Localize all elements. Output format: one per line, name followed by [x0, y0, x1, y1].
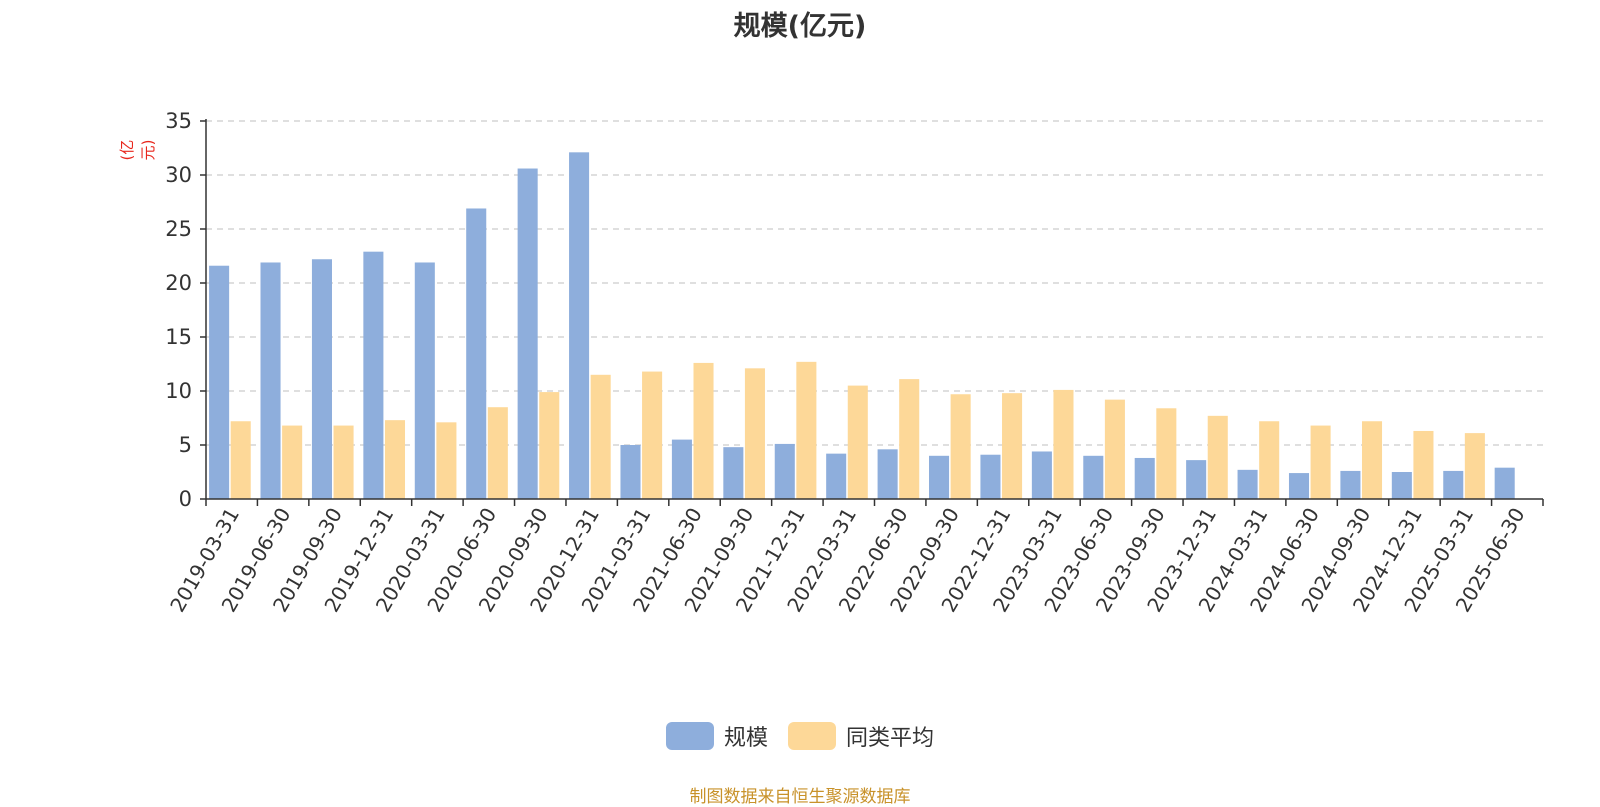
bar-scale [980, 454, 1001, 499]
bar-scale [774, 443, 795, 499]
source-note: 制图数据来自恒生聚源数据库 [689, 787, 911, 807]
y-tick-label: 30 [165, 163, 192, 187]
bar-avg [693, 362, 714, 499]
bar-avg [1002, 393, 1023, 499]
legend-swatch-avg [788, 722, 836, 750]
legend-swatch-scale [665, 722, 714, 750]
bar-avg [1207, 415, 1228, 499]
bars [209, 152, 1515, 500]
bar-avg [744, 368, 765, 499]
bar-scale [1237, 469, 1258, 499]
bar-avg [899, 379, 920, 499]
bar-scale [517, 168, 538, 499]
y-tick-label: 20 [165, 271, 192, 295]
legend: 规模 同类平均 [0, 720, 1600, 752]
legend-label-scale: 规模 [723, 726, 768, 751]
bar-scale [209, 265, 230, 499]
bar-avg [333, 425, 354, 499]
bar-scale [569, 152, 590, 499]
bar-scale [1443, 470, 1464, 499]
bar-avg [1413, 430, 1434, 499]
bar-scale [1134, 457, 1155, 499]
bar-scale [723, 447, 744, 499]
bar-scale [620, 445, 641, 499]
bar-scale [1083, 455, 1104, 499]
legend-label-avg: 同类平均 [846, 726, 935, 751]
bar-avg [1156, 408, 1177, 499]
bar-avg [642, 371, 663, 499]
bar-avg [436, 422, 457, 499]
grid-lines [206, 120, 1543, 446]
bar-scale [1288, 473, 1310, 499]
bar-avg [282, 425, 303, 499]
y-tick-label: 25 [165, 217, 192, 241]
bar-scale [929, 455, 950, 499]
y-tick-label: 10 [165, 379, 192, 403]
legend-item-avg[interactable]: 同类平均 [788, 720, 934, 752]
bar-scale [1186, 460, 1207, 499]
bar-avg [950, 394, 971, 499]
bar-avg [590, 374, 611, 499]
bar-scale [311, 259, 332, 499]
bar-avg [539, 392, 560, 499]
bar-avg [384, 420, 406, 499]
y-tick-label: 0 [179, 487, 192, 511]
bar-scale [826, 453, 847, 499]
bar-scale [877, 449, 898, 499]
bar-avg [487, 407, 508, 499]
bar-scale [363, 251, 384, 499]
bar-scale [414, 262, 435, 499]
bar-scale [1494, 467, 1515, 499]
bar-avg [847, 385, 868, 499]
bar-scale [466, 208, 487, 500]
bar-scale [260, 262, 281, 499]
bar-scale [1340, 470, 1361, 499]
bar-avg [1464, 433, 1485, 499]
bar-avg [1104, 399, 1125, 499]
y-tick-label: 35 [165, 109, 192, 133]
axes [200, 119, 1544, 506]
bar-avg [1053, 389, 1074, 499]
bar-avg [230, 421, 251, 499]
bar-scale [671, 439, 692, 499]
bar-avg [1310, 425, 1331, 499]
legend-item-scale[interactable]: 规模 [665, 720, 768, 752]
bar-avg [1259, 421, 1280, 499]
bar-avg [1361, 421, 1383, 499]
y-tick-label: 5 [179, 433, 192, 457]
bar-scale [1031, 451, 1052, 499]
bar-avg [796, 361, 817, 499]
y-tick-label: 15 [165, 325, 192, 349]
chart-title: 规模(亿元) [733, 11, 867, 42]
bar-scale [1391, 472, 1412, 499]
